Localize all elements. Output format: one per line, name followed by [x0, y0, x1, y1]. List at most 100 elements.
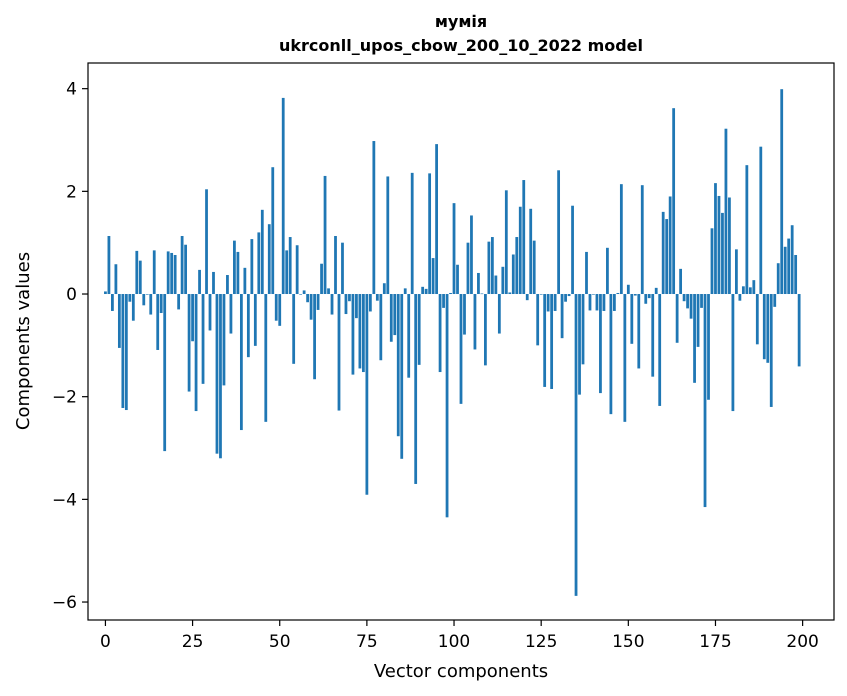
bar-78	[375, 294, 379, 301]
bar-181	[734, 249, 738, 295]
bar-118	[515, 237, 519, 295]
bar-51	[281, 97, 285, 295]
bar-45	[260, 209, 264, 295]
bar-128	[550, 294, 554, 389]
bar-166	[682, 294, 686, 302]
bar-127	[546, 294, 550, 312]
bar-62	[320, 263, 323, 295]
x-tick-label: 25	[182, 632, 204, 652]
bar-23	[184, 244, 188, 295]
bar-199	[797, 294, 801, 367]
bar-102	[459, 294, 463, 404]
bar-112	[494, 275, 498, 295]
bar-119	[518, 206, 522, 295]
bar-187	[755, 294, 759, 345]
bar-16	[159, 294, 163, 314]
bar-156	[647, 294, 651, 299]
bar-61	[316, 294, 320, 310]
bar-12	[145, 294, 149, 295]
bar-141	[595, 294, 599, 311]
bar-165	[679, 268, 683, 295]
bar-34	[222, 294, 226, 386]
y-tick-label: −2	[52, 388, 77, 408]
bar-89	[414, 294, 418, 484]
bar-59	[309, 294, 313, 320]
bar-30	[208, 294, 212, 331]
bar-95	[435, 144, 438, 295]
bar-184	[745, 165, 749, 295]
y-tick-label: 4	[66, 80, 77, 100]
bar-106	[473, 294, 477, 350]
bar-22	[180, 236, 184, 295]
bar-145	[609, 294, 613, 415]
bar-92	[424, 288, 428, 295]
bar-173	[707, 294, 710, 400]
bar-97	[442, 294, 445, 308]
bar-76	[368, 294, 372, 312]
bar-71	[351, 294, 355, 375]
bar-100	[452, 203, 456, 295]
bar-126	[543, 294, 547, 387]
bar-186	[752, 280, 756, 295]
bar-93	[428, 173, 432, 295]
bar-18	[166, 251, 170, 295]
bar-37	[233, 240, 236, 295]
bar-52	[285, 250, 289, 295]
bar-116	[508, 292, 512, 295]
bar-0	[104, 291, 107, 295]
bar-73	[358, 294, 362, 369]
bar-41	[246, 294, 250, 358]
bar-140	[592, 294, 595, 295]
bar-121	[525, 294, 529, 301]
bar-70	[348, 294, 351, 302]
bar-197	[790, 225, 794, 295]
bar-144	[606, 247, 609, 295]
bar-48	[271, 167, 275, 295]
bar-98	[445, 294, 449, 518]
bar-27	[198, 269, 201, 295]
bar-1	[107, 236, 111, 295]
bar-120	[522, 180, 526, 295]
bar-148	[619, 184, 623, 295]
chart-subtitle: ukrconll_upos_cbow_200_10_2022 model	[279, 36, 643, 55]
bar-17	[163, 294, 167, 452]
bar-130	[557, 170, 561, 295]
bar-117	[511, 254, 515, 295]
bar-110	[487, 241, 491, 295]
bar-172	[703, 294, 707, 508]
bar-82	[389, 294, 393, 342]
bar-87	[407, 294, 411, 378]
bar-176	[717, 195, 721, 295]
bar-5	[121, 294, 125, 408]
bar-162	[668, 196, 672, 295]
bar-146	[612, 294, 616, 311]
bar-65	[330, 294, 334, 315]
bar-167	[686, 294, 689, 309]
y-tick-label: 2	[66, 182, 77, 202]
bar-132	[564, 294, 567, 302]
bar-168	[689, 294, 693, 319]
bar-94	[431, 258, 435, 295]
bar-196	[787, 238, 791, 295]
bar-135	[574, 294, 578, 596]
bar-105	[470, 215, 473, 295]
bar-96	[438, 294, 442, 373]
bar-91	[421, 286, 425, 295]
bar-160	[661, 211, 665, 295]
bar-131	[560, 294, 564, 339]
bar-103	[463, 294, 466, 335]
bar-109	[484, 294, 487, 366]
bar-4	[117, 294, 121, 348]
bar-188	[759, 146, 763, 295]
bar-42	[250, 239, 254, 295]
bar-3	[114, 264, 118, 295]
x-tick-label: 200	[786, 632, 818, 652]
bar-150	[626, 284, 630, 295]
bar-155	[644, 294, 648, 304]
bar-115	[504, 190, 508, 295]
bar-29	[205, 189, 208, 295]
bar-14	[152, 250, 156, 295]
bar-157	[651, 294, 655, 377]
y-tick-label: 0	[66, 285, 77, 305]
